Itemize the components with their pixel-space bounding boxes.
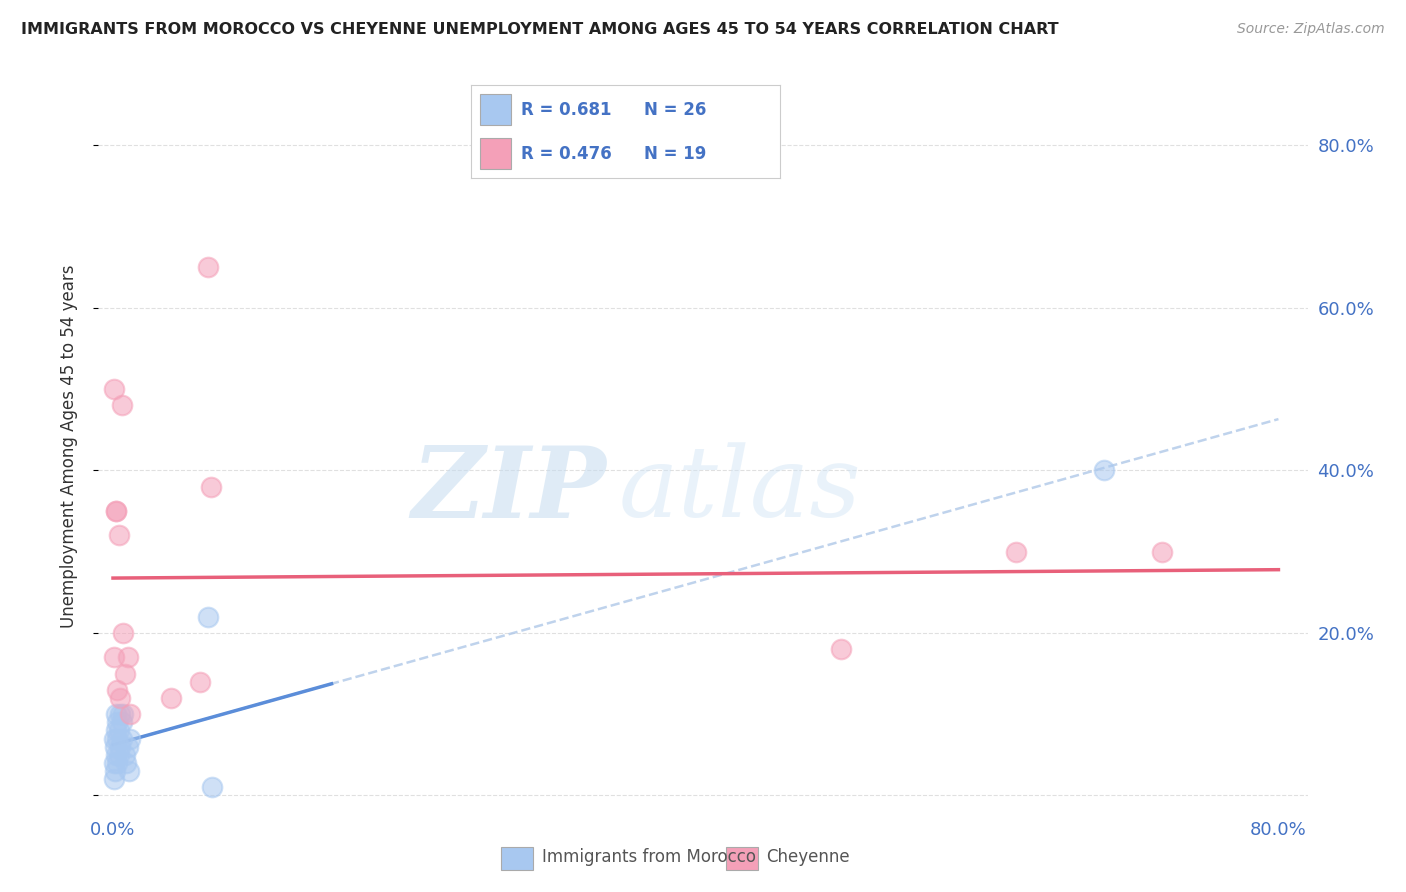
Text: R = 0.476: R = 0.476 <box>520 145 612 162</box>
Text: IMMIGRANTS FROM MOROCCO VS CHEYENNE UNEMPLOYMENT AMONG AGES 45 TO 54 YEARS CORRE: IMMIGRANTS FROM MOROCCO VS CHEYENNE UNEM… <box>21 22 1059 37</box>
Point <box>1150 544 1173 558</box>
Point <box>117 650 139 665</box>
Y-axis label: Unemployment Among Ages 45 to 54 years: Unemployment Among Ages 45 to 54 years <box>59 264 77 628</box>
Point <box>830 642 852 657</box>
FancyBboxPatch shape <box>481 95 512 125</box>
Point <box>112 626 135 640</box>
Point <box>111 398 134 412</box>
Point <box>160 690 183 705</box>
Point <box>115 756 138 770</box>
Point <box>120 731 142 746</box>
Point <box>104 707 127 722</box>
Point <box>103 731 125 746</box>
Point <box>111 731 134 746</box>
Point <box>110 739 132 754</box>
Point <box>104 764 127 778</box>
Point <box>105 682 128 697</box>
Point <box>110 690 132 705</box>
Point <box>201 780 224 795</box>
Text: N = 19: N = 19 <box>644 145 707 162</box>
Point <box>200 480 222 494</box>
Point <box>104 504 127 518</box>
Point <box>1092 463 1115 477</box>
Point <box>104 739 127 754</box>
Point <box>114 666 136 681</box>
FancyBboxPatch shape <box>725 847 758 870</box>
Text: atlas: atlas <box>619 442 860 538</box>
Point <box>111 715 134 730</box>
Point <box>105 715 128 730</box>
Point <box>197 609 219 624</box>
Point <box>103 756 125 770</box>
FancyBboxPatch shape <box>501 847 533 870</box>
FancyBboxPatch shape <box>481 138 512 169</box>
Point <box>112 707 135 722</box>
Point <box>103 382 125 396</box>
Text: N = 26: N = 26 <box>644 101 707 119</box>
Point <box>118 764 141 778</box>
Point <box>105 731 128 746</box>
Point <box>108 528 131 542</box>
Text: ZIP: ZIP <box>412 442 606 538</box>
Point <box>104 504 127 518</box>
Point <box>103 650 125 665</box>
Text: Source: ZipAtlas.com: Source: ZipAtlas.com <box>1237 22 1385 37</box>
Text: Cheyenne: Cheyenne <box>766 848 851 866</box>
Point <box>110 707 132 722</box>
Point <box>190 674 212 689</box>
Point <box>104 723 127 738</box>
Point <box>105 756 128 770</box>
Point <box>108 723 131 738</box>
Point <box>103 772 125 787</box>
Point <box>117 739 139 754</box>
Point <box>104 747 127 762</box>
Point <box>1005 544 1028 558</box>
Point <box>108 747 131 762</box>
Point <box>120 707 142 722</box>
Point <box>197 260 219 275</box>
Point <box>114 747 136 762</box>
Text: Immigrants from Morocco: Immigrants from Morocco <box>541 848 755 866</box>
Text: R = 0.681: R = 0.681 <box>520 101 612 119</box>
